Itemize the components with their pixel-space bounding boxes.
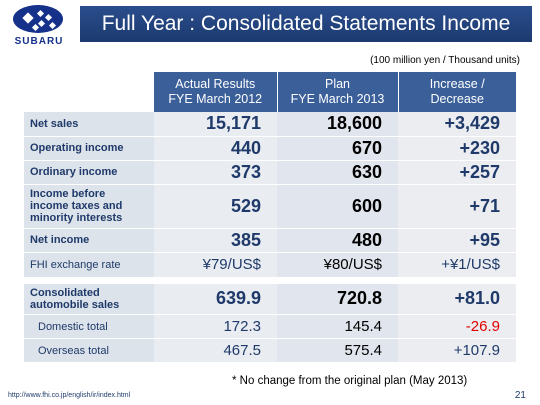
row-label: Net sales	[24, 112, 154, 137]
value-actual: 529	[154, 184, 277, 229]
footnote: * No change from the original plan (May …	[232, 375, 468, 387]
value-actual: ¥79/US$	[154, 252, 277, 278]
pleiades-emblem-icon	[13, 5, 63, 33]
page-title: Full Year : Consolidated Statements Inco…	[101, 12, 511, 35]
value-change: +¥1/US$	[398, 252, 516, 278]
value-change: +71	[398, 184, 516, 229]
header-corner	[24, 72, 154, 112]
value-plan: 575.4	[277, 338, 398, 363]
row-label: FHI exchange rate	[24, 252, 154, 278]
source-url: http://www.fhi.co.jp/english/ir/index.ht…	[8, 392, 131, 399]
value-change: +107.9	[398, 338, 516, 363]
value-actual: 15,171	[154, 112, 277, 137]
value-plan: 18,600	[277, 112, 398, 137]
value-plan: 600	[277, 184, 398, 229]
value-change: -26.9	[398, 314, 516, 339]
header-row: Actual Results FYE March 2012 Plan FYE Mar…	[24, 72, 516, 112]
value-actual: 467.5	[154, 338, 277, 363]
row-label: Operating income	[24, 136, 154, 161]
value-plan: 720.8	[277, 283, 398, 315]
value-actual: 440	[154, 136, 277, 161]
table-row: Income before income taxes and minority in…	[24, 184, 516, 229]
table-row: Net sales 15,171 18,600 +3,429	[24, 112, 516, 137]
table-row: Domestic total 172.3 145.4 -26.9	[24, 314, 516, 339]
table-row: Ordinary income 373 630 +257	[24, 160, 516, 185]
row-label: Consolidated automobile sales	[24, 283, 154, 315]
value-change: +3,429	[398, 112, 516, 137]
col-header-change: Increase / Decrease	[398, 72, 516, 112]
value-actual: 385	[154, 228, 277, 253]
row-label: Overseas total	[24, 338, 154, 363]
unit-note: (100 million yen / Thousand units)	[370, 55, 520, 66]
table-row: Overseas total 467.5 575.4 +107.9	[24, 338, 516, 363]
value-change: +230	[398, 136, 516, 161]
row-label: Income before income taxes and minority in…	[24, 184, 154, 229]
value-actual: 172.3	[154, 314, 277, 339]
table-row: Net income 385 480 +95	[24, 228, 516, 253]
table-row: FHI exchange rate ¥79/US$ ¥80/US$ +¥1/US…	[24, 252, 516, 278]
value-actual: 373	[154, 160, 277, 185]
table-row: Operating income 440 670 +230	[24, 136, 516, 161]
row-separator	[24, 277, 516, 284]
title-bar: Full Year : Consolidated Statements Inco…	[80, 6, 532, 42]
value-plan: 630	[277, 160, 398, 185]
row-label: Net income	[24, 228, 154, 253]
table-row: Consolidated automobile sales 639.9 720.8…	[24, 283, 516, 315]
col-header-plan: Plan FYE March 2013	[277, 72, 399, 112]
value-plan: ¥80/US$	[277, 252, 398, 278]
subaru-logo: SUBARU	[5, 3, 73, 49]
row-label: Ordinary income	[24, 160, 154, 185]
value-change: +81.0	[398, 283, 516, 315]
value-change: +95	[398, 228, 516, 253]
brand-name: SUBARU	[14, 36, 64, 47]
row-label: Domestic total	[24, 314, 154, 339]
value-plan: 480	[277, 228, 398, 253]
col-header-actual: Actual Results FYE March 2012	[154, 72, 278, 112]
value-plan: 145.4	[277, 314, 398, 339]
value-plan: 670	[277, 136, 398, 161]
value-actual: 639.9	[154, 283, 277, 315]
income-statement-table: Actual Results FYE March 2012 Plan FYE Mar…	[24, 72, 516, 363]
page-number: 21	[514, 390, 526, 401]
value-change: +257	[398, 160, 516, 185]
